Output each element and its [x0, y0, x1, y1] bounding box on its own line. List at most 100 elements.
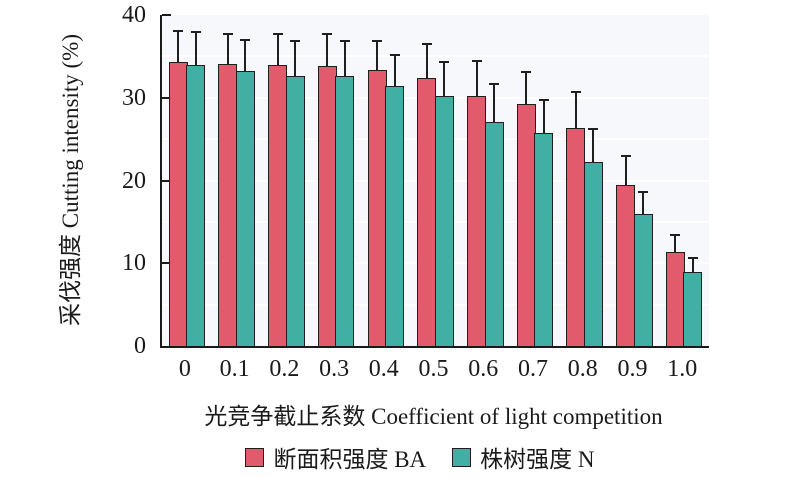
bar-n-0.5	[434, 60, 454, 346]
bar-group	[560, 91, 610, 346]
error-bar	[439, 60, 450, 98]
x-tick-label: 0.4	[368, 356, 399, 382]
error-bar	[421, 43, 432, 79]
bar-n-0.7	[534, 98, 554, 346]
error-bar	[538, 98, 549, 135]
y-tick-label: 10	[122, 250, 146, 277]
error-bar-cap	[290, 40, 301, 43]
legend-label: 株树强度 N	[480, 447, 595, 472]
x-axis-title: 光竞争截止系数 Coefficient of light competition	[204, 404, 663, 429]
error-bar-cap	[222, 33, 233, 36]
bar-ba-0.2	[268, 33, 288, 346]
error-bar-cap	[588, 127, 599, 130]
x-tick-label: 0.8	[567, 356, 598, 382]
legend-swatch	[452, 447, 472, 467]
bar-group	[610, 155, 660, 346]
bar-n-0.9	[633, 190, 653, 346]
error-bar	[173, 30, 184, 64]
error-bar-cap	[439, 60, 450, 63]
error-bar-cap	[389, 54, 400, 57]
legend-item: 断面积强度 BA	[245, 440, 426, 474]
error-bar-cap	[489, 83, 500, 86]
bar-ba-0.5	[417, 43, 437, 346]
error-bar-cap	[620, 155, 631, 158]
error-bar	[638, 190, 649, 216]
bar-ba-0.7	[516, 70, 536, 346]
bar-group	[361, 40, 411, 346]
y-axis-title: 采伐强度 Cutting intensity (%)	[58, 34, 83, 326]
error-bar-cap	[521, 70, 532, 73]
x-tick-label: 0.5	[418, 356, 449, 382]
error-bar-cap	[240, 39, 251, 42]
x-tick-label: 0.9	[617, 356, 648, 382]
error-bar-cap	[421, 43, 432, 46]
error-bar-cap	[190, 30, 201, 33]
legend-swatch	[245, 447, 265, 467]
x-tick-labels: 0 0.1 0.2 0.3 0.4 0.5 0.6 0.7 0.8 0.9 1.0	[160, 356, 707, 383]
x-tick-label: 1.0	[667, 356, 698, 382]
error-bar	[471, 59, 482, 98]
bar-n-0.1	[235, 39, 255, 346]
bar-ba-1.0	[665, 233, 685, 346]
error-bar	[521, 70, 532, 106]
error-bar-cap	[372, 40, 383, 43]
error-bar	[190, 30, 201, 67]
bar-ba-0.8	[566, 91, 586, 346]
error-bar-cap	[638, 190, 649, 193]
error-bar-cap	[322, 33, 333, 36]
error-bar	[222, 33, 233, 65]
bar-group	[411, 43, 461, 346]
error-bar	[620, 155, 631, 187]
bar-group	[162, 30, 212, 346]
legend-item: 株树强度 N	[452, 440, 595, 474]
y-tick-label: 20	[122, 167, 146, 194]
bar-n-0.4	[385, 54, 405, 346]
error-bar	[372, 40, 383, 72]
x-tick-label: 0	[178, 356, 191, 382]
y-tick-label: 0	[134, 333, 146, 359]
error-bar	[489, 83, 500, 123]
x-tick-label: 0.3	[319, 356, 350, 382]
y-tick-mark	[162, 96, 171, 99]
gridline	[162, 55, 709, 58]
bar-n-0.2	[285, 40, 305, 346]
bar-groups	[162, 15, 709, 346]
y-tick-mark	[162, 179, 171, 182]
bar-n-0.3	[335, 40, 355, 346]
error-bar	[570, 91, 581, 130]
bar-ba-0.4	[367, 40, 387, 346]
error-bar	[687, 256, 698, 273]
bar-ba-0.6	[467, 59, 487, 346]
bar-group	[659, 233, 709, 346]
x-tick-label: 0.7	[518, 356, 548, 382]
error-bar	[322, 33, 333, 68]
error-bar-cap	[670, 233, 681, 236]
bar-n-0	[186, 30, 206, 346]
bar-ba-0.9	[616, 155, 636, 346]
error-bar-cap	[272, 33, 283, 36]
legend-label: 断面积强度 BA	[273, 447, 427, 472]
error-bar-cap	[471, 59, 482, 62]
bar-ba-0.1	[218, 33, 238, 346]
error-bar-cap	[339, 40, 350, 43]
bar-group	[510, 70, 560, 346]
error-bar	[272, 33, 283, 67]
x-tick-label: 0.1	[219, 356, 250, 382]
bar-group	[212, 33, 262, 346]
error-bar-cap	[173, 30, 184, 33]
bar-n-0.8	[583, 127, 603, 346]
y-tick-mark	[162, 14, 171, 16]
bar-group	[261, 33, 311, 346]
bar-n-1.0	[683, 256, 703, 346]
error-bar	[389, 54, 400, 88]
error-bar	[670, 233, 681, 253]
error-bar	[240, 39, 251, 73]
error-bar	[290, 40, 301, 78]
bar-ba-0.3	[317, 33, 337, 346]
bar-ba-0	[168, 30, 188, 346]
y-tick-label: 40	[122, 2, 146, 28]
error-bar-cap	[687, 256, 698, 259]
error-bar-cap	[538, 98, 549, 101]
bar-n-0.6	[484, 83, 504, 346]
